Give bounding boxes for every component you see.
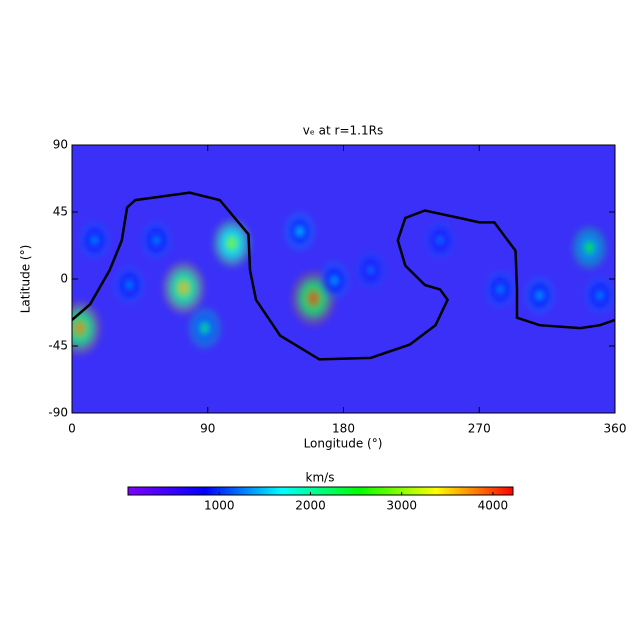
heat-spot	[283, 210, 317, 252]
heat-spot	[584, 275, 615, 315]
heat-spot	[186, 305, 223, 351]
x-tick-label: 0	[68, 422, 76, 436]
y-tick-label: 45	[53, 205, 68, 219]
y-axis-label: Latitude (°)	[19, 245, 33, 314]
x-tick-label: 180	[332, 422, 355, 436]
y-tick-label: -45	[48, 339, 68, 353]
heat-spot	[140, 220, 173, 260]
colorbar-tick-label: 2000	[295, 499, 326, 513]
heat-spot	[355, 250, 387, 290]
x-tick-label: 270	[468, 422, 491, 436]
heat-spot	[570, 224, 609, 272]
plot-area	[72, 145, 615, 413]
colorbar-label: km/s	[306, 471, 335, 485]
y-tick-label: 90	[53, 138, 68, 152]
heat-spot	[113, 265, 145, 305]
heat-spot	[211, 217, 253, 270]
colorbar-tick-label: 1000	[204, 499, 235, 513]
heat-spot	[424, 221, 456, 260]
colorbar-tick-label: 3000	[386, 499, 417, 513]
colorbar	[127, 486, 514, 496]
x-tick-label: 90	[200, 422, 215, 436]
y-tick-label: -90	[48, 406, 68, 420]
heat-spot	[160, 259, 207, 317]
heat-spot	[78, 220, 111, 260]
contour-line	[72, 191, 615, 361]
heat-spot	[318, 260, 351, 301]
y-tick-label: 0	[60, 272, 68, 286]
heat-spot	[484, 269, 517, 310]
chart-title: vₑ at r=1.1Rs	[303, 124, 383, 138]
x-axis-label: Longitude (°)	[304, 437, 383, 451]
colorbar-tick-label: 4000	[478, 499, 509, 513]
heat-spot	[523, 275, 556, 316]
x-tick-label: 360	[604, 422, 627, 436]
